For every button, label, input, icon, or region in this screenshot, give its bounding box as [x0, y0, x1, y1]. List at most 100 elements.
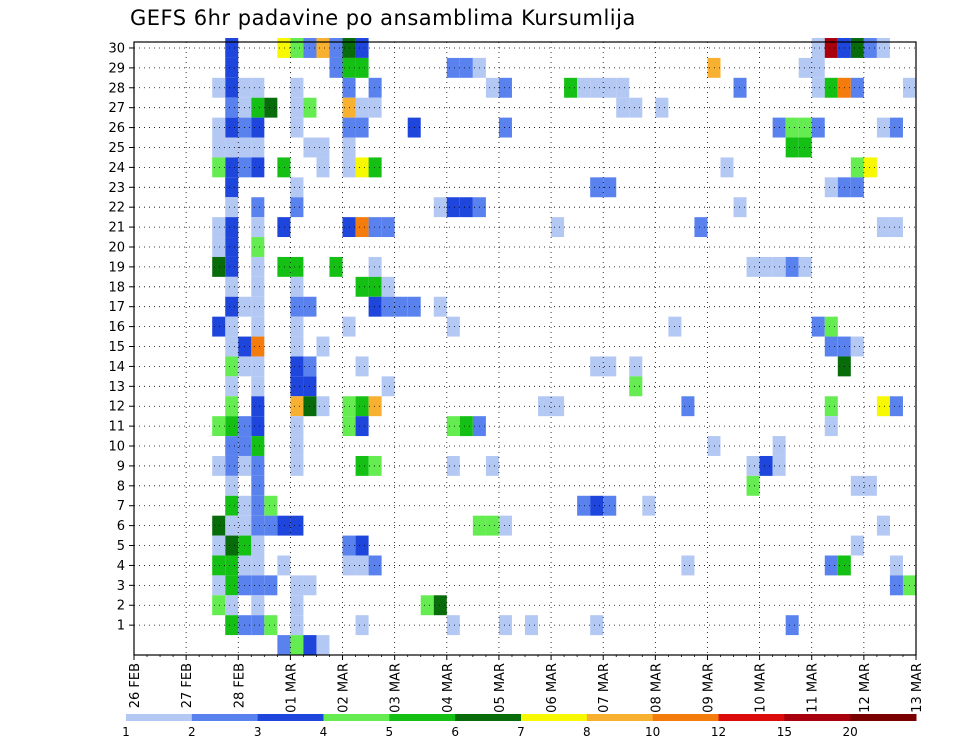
precip-cell [798, 137, 812, 158]
precip-cell [251, 416, 265, 437]
precip-cell [251, 336, 265, 357]
precip-cell [381, 217, 395, 238]
colorbar-swatch [652, 714, 719, 721]
precip-cell [368, 296, 382, 317]
x-tick-label: 06 MAR [545, 663, 560, 713]
precip-cell [251, 237, 265, 257]
precip-cell [355, 416, 369, 437]
precip-cell [290, 336, 304, 357]
precip-cell [264, 575, 278, 596]
precip-cell [681, 555, 695, 576]
precip-cell [485, 455, 499, 476]
precip-cell [290, 197, 304, 218]
precip-cell [355, 455, 369, 476]
precip-cell [824, 396, 838, 417]
precip-cell [277, 256, 291, 277]
precip-cell [824, 416, 838, 437]
y-tick-label: 15 [108, 340, 125, 355]
precip-cell [811, 57, 825, 78]
precip-cell [446, 416, 460, 437]
y-tick-label: 19 [108, 260, 125, 275]
precip-cell [446, 197, 460, 218]
precip-cell [225, 595, 239, 616]
colorbar: 1 2 3 4 5 6 7 8 10 12 15 20 [122, 714, 917, 739]
precip-cell [420, 595, 434, 616]
precip-cell [225, 197, 239, 218]
precip-cell [394, 296, 408, 317]
precip-cell [759, 256, 773, 277]
y-tick-label: 20 [108, 240, 125, 255]
precip-cell [264, 495, 278, 516]
precip-cell [733, 77, 747, 98]
y-tick-label: 8 [117, 479, 125, 494]
precip-cell [225, 77, 239, 98]
precip-cell [277, 555, 291, 576]
precip-cell [225, 38, 239, 58]
precip-cell [655, 97, 669, 118]
precip-cell [485, 515, 499, 536]
y-tick-label: 22 [108, 201, 125, 216]
colorbar-label: 4 [320, 725, 328, 739]
precip-cell [824, 336, 838, 357]
precip-cell [368, 157, 382, 178]
y-tick-label: 11 [108, 420, 125, 435]
precip-cell [316, 336, 330, 357]
precip-cell [290, 396, 304, 417]
precip-cell [876, 217, 890, 238]
precip-cell [290, 455, 304, 476]
precip-cell [733, 197, 747, 218]
precip-cell [824, 555, 838, 576]
y-tick-label: 21 [108, 221, 125, 236]
precip-cell [251, 595, 265, 616]
precip-cell [642, 495, 656, 516]
precip-cell [225, 117, 239, 138]
precip-cell [850, 177, 864, 198]
y-tick-label: 16 [108, 320, 125, 335]
y-tick-label: 10 [108, 440, 125, 455]
precip-cell [212, 137, 226, 158]
precip-cell [368, 396, 382, 417]
precip-cell [251, 197, 265, 218]
precip-cell [850, 475, 864, 496]
precip-cell [290, 276, 304, 297]
x-tick-label: 07 MAR [597, 663, 612, 713]
precip-cell [446, 57, 460, 78]
precip-cell [590, 77, 604, 98]
colorbar-swatch [718, 714, 785, 721]
precip-cell [290, 436, 304, 456]
precip-cell [798, 57, 812, 78]
colorbar-label: 12 [711, 725, 726, 739]
precip-cell [616, 77, 630, 98]
precip-cell [251, 376, 265, 397]
precip-cell [811, 117, 825, 138]
precip-cell [785, 137, 799, 158]
precip-cell [355, 57, 369, 78]
y-tick-label: 13 [108, 380, 125, 395]
precip-cell [264, 515, 278, 536]
precip-cell [433, 296, 447, 317]
precip-cell [290, 356, 304, 377]
y-tick-label: 12 [108, 400, 125, 415]
precip-cell [355, 117, 369, 138]
precip-cell [225, 615, 239, 636]
colorbar-swatch [784, 714, 851, 721]
precip-cell [277, 217, 291, 238]
precip-cell [551, 217, 565, 238]
precip-cell [824, 38, 838, 58]
colorbar-swatch [126, 714, 193, 721]
y-tick-label: 7 [117, 499, 125, 514]
precip-cell [290, 575, 304, 596]
precip-cell [876, 515, 890, 536]
precip-cell [251, 157, 265, 178]
precip-cell [368, 97, 382, 118]
y-tick-label: 3 [117, 579, 125, 594]
y-tick-label: 28 [108, 81, 125, 96]
precip-cell [681, 396, 695, 417]
precip-cell [290, 316, 304, 337]
precip-cell [824, 77, 838, 98]
precip-cell [264, 615, 278, 636]
precip-cell [290, 77, 304, 98]
chart-title: GEFS 6hr padavine po ansamblima Kursumli… [130, 6, 636, 30]
colorbar-label: 1 [122, 725, 130, 739]
colorbar-swatch [257, 714, 324, 721]
